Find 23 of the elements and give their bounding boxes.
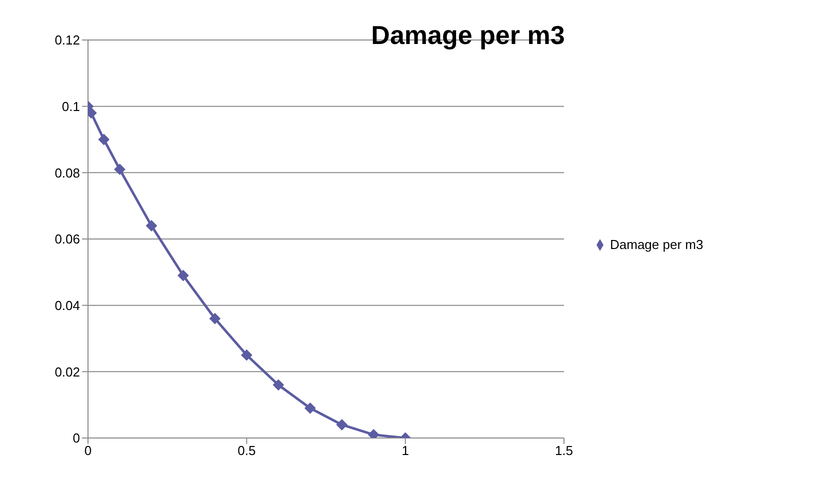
point [98, 134, 110, 145]
x-tick-label: 0 [84, 443, 92, 458]
point [368, 429, 380, 438]
point [272, 379, 284, 390]
point [241, 350, 252, 361]
x-tick-label: 1.5 [554, 443, 574, 458]
y-tick-label: 0.02 [54, 364, 80, 380]
x-tick-label: 0.5 [238, 443, 256, 458]
point [146, 220, 157, 232]
point [114, 164, 126, 175]
legend-label: Damage per m3 [610, 236, 704, 252]
y-tick-label: 0 [72, 430, 80, 446]
y-tick-label: 0.04 [54, 298, 80, 313]
y-tick-label: 0.1 [62, 98, 80, 114]
y-tick-label: 0.06 [54, 232, 80, 247]
point [178, 270, 189, 281]
y-tick-label: 0.08 [54, 165, 80, 180]
point [336, 419, 348, 430]
x-tick-label: 1 [402, 443, 409, 458]
chart-title: Damage per m3 [370, 20, 566, 51]
point [304, 402, 316, 414]
y-tick-label: 0.12 [54, 32, 80, 48]
point [209, 313, 220, 324]
